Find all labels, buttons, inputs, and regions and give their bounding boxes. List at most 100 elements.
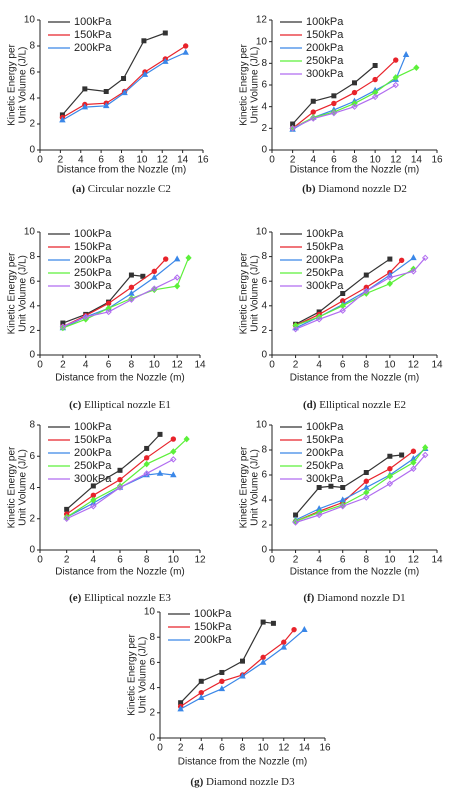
series-line — [62, 258, 167, 328]
y-tick-label: 10 — [256, 420, 268, 431]
marker — [163, 256, 169, 262]
marker — [363, 272, 369, 278]
x-tick-label: 8 — [129, 360, 135, 371]
x-tick-label: 0 — [269, 155, 275, 166]
marker — [82, 313, 89, 321]
marker — [198, 678, 204, 684]
legend-label: 200kPa — [306, 254, 344, 266]
x-axis-label: Distance from the Nozzle (m) — [290, 373, 419, 384]
caption-text: Diamond nozzle D2 — [318, 183, 407, 195]
y-tick-label: 2 — [261, 123, 267, 134]
marker — [260, 619, 266, 625]
legend-label: 100kPa — [306, 421, 344, 433]
marker — [59, 116, 66, 123]
y-axis-label: Unit Volume (J/L) — [18, 449, 29, 526]
marker — [393, 57, 399, 63]
legend-label: 200kPa — [74, 42, 112, 54]
x-tick-label: 2 — [60, 360, 66, 371]
marker — [399, 452, 405, 458]
y-tick-label: 6 — [261, 470, 267, 481]
x-tick-label: 0 — [37, 155, 43, 166]
x-tick-label: 6 — [340, 555, 346, 566]
y-tick-label: 4 — [261, 101, 267, 112]
series-line — [292, 59, 397, 129]
y-tick-label: 2 — [29, 119, 35, 130]
legend-label: 100kPa — [306, 228, 344, 240]
y-axis-label: Unit Volume (J/L) — [250, 255, 261, 332]
x-tick-label: 4 — [91, 555, 97, 566]
marker — [316, 485, 322, 490]
marker — [116, 484, 124, 491]
marker — [143, 455, 150, 461]
marker — [157, 431, 163, 437]
x-axis-label: Distance from the Nozzle (m) — [55, 567, 184, 578]
y-tick-label: 0 — [261, 545, 267, 556]
marker — [143, 470, 150, 477]
marker — [310, 98, 316, 104]
marker — [339, 503, 346, 510]
y-tick-label: 8 — [29, 251, 35, 262]
x-tick-label: 2 — [290, 155, 296, 166]
marker — [219, 669, 225, 675]
x-tick-label: 10 — [149, 360, 161, 371]
legend-label: 200kPa — [306, 42, 344, 54]
marker — [292, 322, 299, 329]
marker — [315, 316, 323, 323]
marker — [239, 672, 246, 679]
marker — [292, 519, 299, 526]
marker — [170, 456, 177, 463]
x-tick-label: 14 — [299, 743, 311, 754]
x-tick-label: 4 — [198, 743, 204, 754]
marker — [128, 272, 134, 278]
caption: (a) Circular nozzle C2 — [72, 183, 171, 195]
marker — [102, 102, 110, 109]
legend-label: 100kPa — [194, 608, 232, 620]
marker — [352, 80, 357, 86]
series-line — [295, 257, 426, 330]
x-tick-label: 16 — [197, 155, 209, 166]
marker — [170, 436, 177, 442]
y-tick-label: 8 — [29, 420, 35, 431]
legend-label: 150kPa — [306, 434, 344, 446]
series-line — [295, 268, 414, 327]
chart-panel: 0 2 4 6 8 10 0 2 4 6 8 10 12 14 16 Distance from the No… — [127, 607, 331, 788]
x-tick-label: 4 — [316, 360, 322, 371]
x-tick-label: 14 — [194, 360, 206, 371]
marker — [117, 467, 123, 473]
x-tick-label: 14 — [411, 155, 423, 166]
x-tick-label: 0 — [269, 555, 275, 566]
marker — [185, 254, 192, 262]
marker — [270, 620, 276, 626]
x-tick-label: 2 — [64, 555, 70, 566]
y-tick-label: 8 — [261, 251, 267, 262]
x-tick-label: 0 — [269, 360, 275, 371]
x-axis-label: Distance from the Nozzle (m) — [57, 165, 186, 176]
marker — [292, 325, 299, 333]
caption-label: (b) — [302, 183, 316, 195]
x-tick-label: 8 — [352, 155, 358, 166]
marker — [291, 626, 297, 633]
series-line — [295, 454, 426, 524]
x-tick-label: 10 — [136, 155, 148, 166]
y-axis-label: Kinetic Energy per — [239, 446, 250, 528]
series-line — [66, 438, 188, 518]
y-tick-label: 0 — [29, 145, 35, 156]
legend-label: 100kPa — [74, 16, 112, 28]
series-line — [61, 32, 166, 116]
marker — [363, 494, 370, 501]
x-tick-label: 10 — [384, 360, 396, 371]
chart-panel: 0 2 4 6 8 10 0 2 4 6 8 10 12 14 Distance from the Nozz… — [239, 420, 443, 604]
marker — [162, 57, 169, 64]
series-line — [62, 45, 187, 119]
marker — [413, 64, 420, 72]
marker — [310, 114, 317, 121]
x-tick-label: 8 — [364, 360, 370, 371]
x-tick-label: 14 — [431, 360, 443, 371]
legend-label: 250kPa — [306, 267, 344, 279]
marker — [398, 257, 405, 263]
y-tick-label: 10 — [24, 15, 36, 26]
marker — [387, 466, 393, 472]
marker — [81, 103, 89, 110]
x-axis-label: Distance from the Nozzle (m) — [290, 165, 419, 176]
y-tick-label: 2 — [261, 325, 267, 336]
